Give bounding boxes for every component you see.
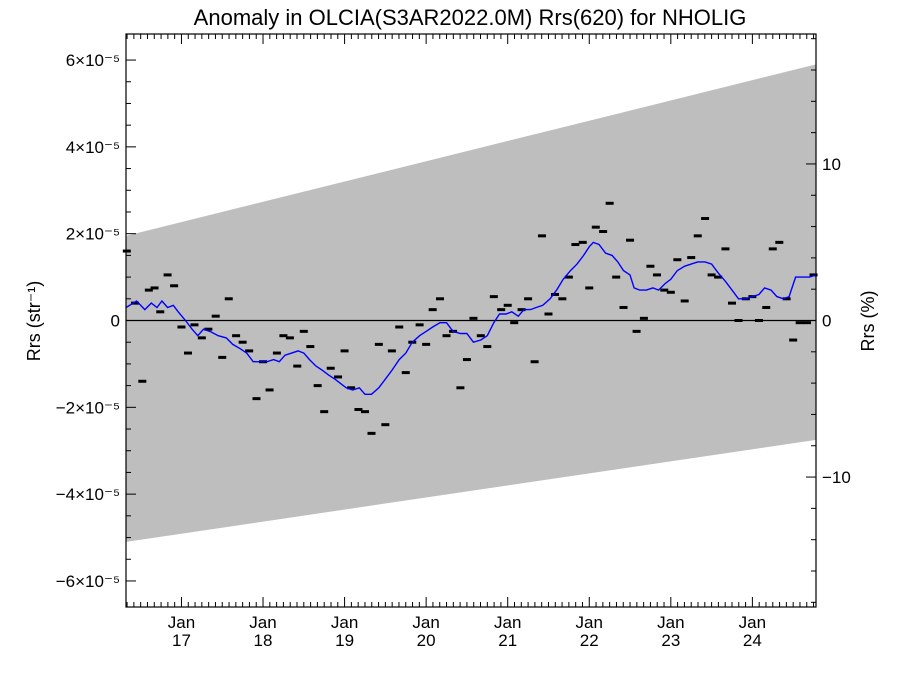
x-tick-month-label: Jan (412, 613, 439, 632)
plot-area: 6×10⁻⁵ 4×10⁻⁵ 2×10⁻⁵ 0 −2×10⁻⁵ −4×10⁻⁵ −6×10⁻⁵… (56, 33, 851, 650)
x-tick-year-label: 18 (254, 631, 273, 650)
x-tick-year-label: 23 (661, 631, 680, 650)
x-tick-year-label: 24 (743, 631, 762, 650)
running-mean-line (125, 241, 817, 395)
x-tick-month-label: Jan (331, 613, 358, 632)
y-axis-label: Rrs (str⁻¹) (24, 281, 44, 361)
x-tick-month-label: Jan (168, 613, 195, 632)
x-tick-year-label: 19 (335, 631, 354, 650)
y-tick-label: −2×10⁻⁵ (56, 398, 120, 417)
y2-axis-label: Rrs (%) (858, 291, 878, 352)
x-tick-year-label: 20 (417, 631, 436, 650)
y2-tick-label: 10 (822, 155, 841, 174)
x-tick-month-label: Jan (249, 613, 276, 632)
x-tick-year-label: 22 (580, 631, 599, 650)
x-tick-year-label: 21 (498, 631, 517, 650)
uncertainty-band (126, 64, 816, 542)
y-tick-label: −6×10⁻⁵ (56, 572, 120, 591)
y-tick-label: 2×10⁻⁵ (66, 225, 120, 244)
y-tick-label: −4×10⁻⁵ (56, 485, 120, 504)
x-tick-year-label: 17 (172, 631, 191, 650)
y-tick-label: 0 (111, 312, 120, 331)
chart-title: Anomaly in OLCIA(S3AR2022.0M) Rrs(620) f… (194, 5, 747, 30)
x-tick-month-label: Jan (576, 613, 603, 632)
y-tick-label: 6×10⁻⁵ (66, 51, 120, 70)
y-tick-label: 4×10⁻⁵ (66, 138, 120, 157)
y2-tick-label: −10 (822, 468, 851, 487)
x-tick-month-label: Jan (494, 613, 521, 632)
x-tick-month-label: Jan (657, 613, 684, 632)
y2-tick-label: 0 (822, 312, 831, 331)
x-tick-month-label: Jan (739, 613, 766, 632)
